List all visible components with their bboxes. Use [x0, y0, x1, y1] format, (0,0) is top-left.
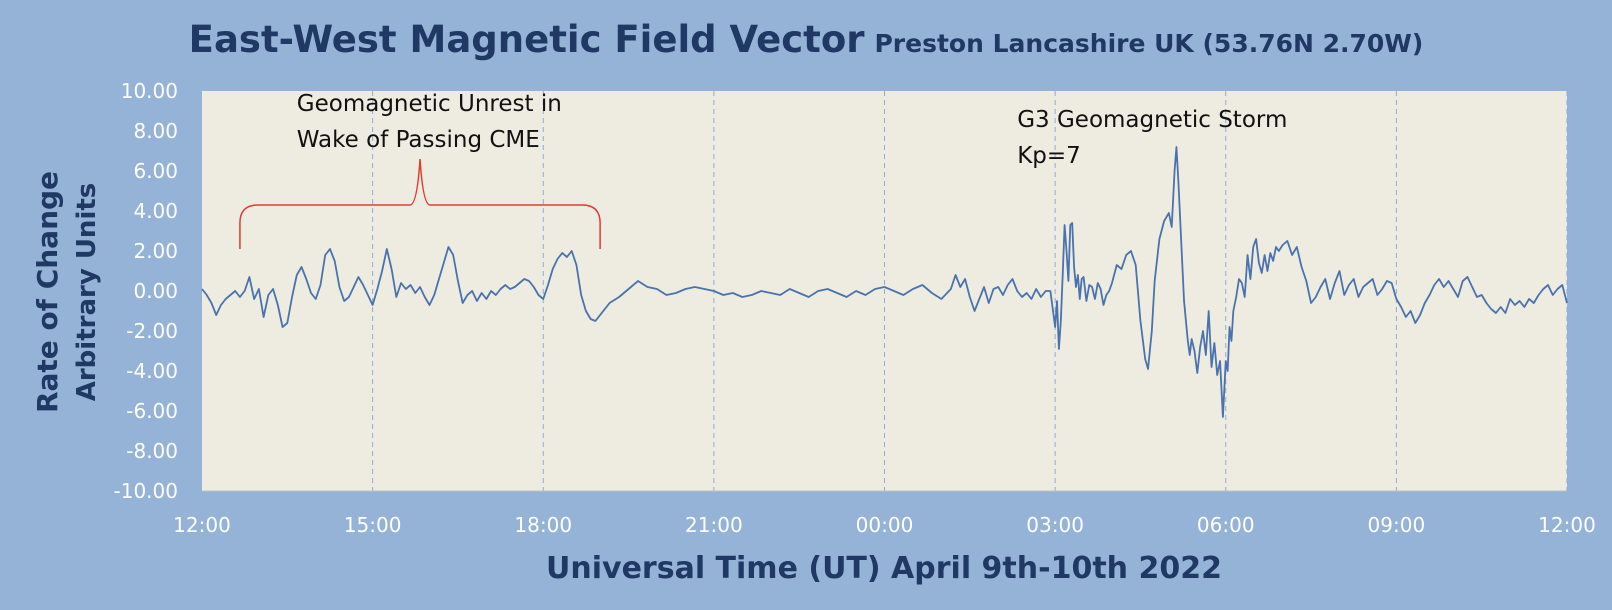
y-tick-label: 6.00: [133, 159, 178, 183]
y-axis-ticks: 10.00 8.00 6.00 4.00 2.00 0.00 -2.00 -4.00 -6.00…: [114, 79, 178, 503]
x-tick-label: 21:00: [685, 513, 743, 537]
y-tick-label: 2.00: [133, 239, 178, 263]
annotation-text: G3 Geomagnetic Storm: [1017, 107, 1287, 133]
x-tick-label: 00:00: [856, 513, 914, 537]
x-tick-label: 12:00: [173, 513, 231, 537]
x-tick-label: 15:00: [344, 513, 402, 537]
y-tick-label: -2.00: [126, 319, 178, 343]
annotation-text: Geomagnetic Unrest in: [297, 91, 562, 117]
y-tick-label: -10.00: [114, 479, 178, 503]
chart-subtitle: Preston Lancashire UK (53.76N 2.70W): [874, 29, 1423, 58]
x-axis-ticks: 12:00 15:00 18:00 21:00 00:00 03:00 06:00 09:00…: [173, 513, 1596, 537]
chart-title-main: East-West Magnetic Field Vector: [189, 18, 866, 61]
chart-title: East-West Magnetic Field Vector Preston L…: [189, 18, 1424, 61]
x-tick-label: 09:00: [1368, 513, 1426, 537]
y-axis-title-line1: Rate of Change: [31, 171, 64, 413]
annotation-text: Wake of Passing CME: [297, 127, 540, 153]
x-tick-label: 12:00: [1538, 513, 1596, 537]
x-axis-title: Universal Time (UT) April 9th-10th 2022: [546, 551, 1222, 586]
grid-lines: [372, 91, 1568, 491]
y-tick-label: 10.00: [121, 79, 178, 103]
y-tick-label: -6.00: [126, 399, 178, 423]
annotation-bracket: [239, 158, 601, 249]
y-tick-label: -8.00: [126, 439, 178, 463]
y-tick-label: -4.00: [126, 359, 178, 383]
series-line: [201, 146, 1568, 418]
bracket-path: [239, 158, 601, 249]
y-axis-title-line2: Arbitrary Units: [72, 183, 102, 402]
x-tick-label: 06:00: [1197, 513, 1255, 537]
y-tick-label: 0.00: [133, 279, 178, 303]
annotation-text: Kp=7: [1017, 143, 1081, 169]
y-tick-label: 8.00: [133, 119, 178, 143]
annotations: Geomagnetic Unrest in Wake of Passing CME…: [297, 91, 1288, 169]
x-tick-label: 03:00: [1026, 513, 1084, 537]
y-tick-label: 4.00: [133, 199, 178, 223]
x-tick-label: 18:00: [514, 513, 572, 537]
